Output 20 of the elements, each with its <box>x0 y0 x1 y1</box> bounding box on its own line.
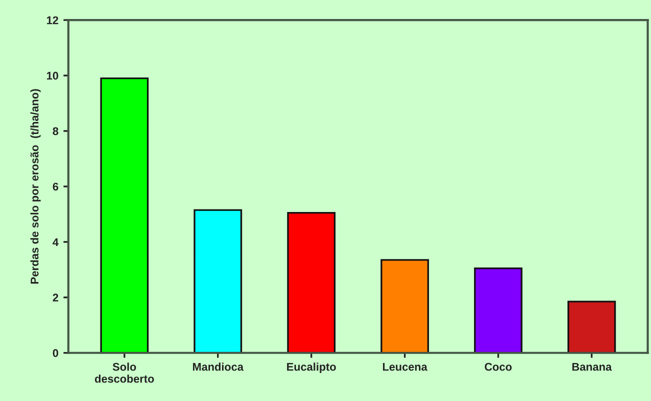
x-tick-label: Eucalipto <box>287 362 336 373</box>
bar <box>474 267 522 353</box>
x-tick-label: Leucena <box>382 363 428 371</box>
x-tick-label: Coco <box>484 362 512 371</box>
y-tick-label: 4 <box>52 238 59 246</box>
y-axis-title: Perdas de solo por erosão (t/ha/ano) <box>30 89 41 284</box>
y-tick-label: 2 <box>52 294 58 302</box>
bar <box>100 77 149 353</box>
y-tick-label: 12 <box>46 16 58 24</box>
y-tick-label: 10 <box>46 72 58 80</box>
bar <box>287 212 336 353</box>
bar <box>567 300 616 353</box>
y-tick-label: 8 <box>52 127 58 136</box>
x-tick-label: Mandioca <box>193 362 244 371</box>
x-tick-label: Solo descoberto <box>94 362 154 383</box>
x-tick-label: Banana <box>572 363 612 371</box>
bar <box>194 209 242 353</box>
y-tick-label: 6 <box>52 182 58 191</box>
y-tick-label: 0 <box>52 349 58 358</box>
bar <box>380 259 429 353</box>
